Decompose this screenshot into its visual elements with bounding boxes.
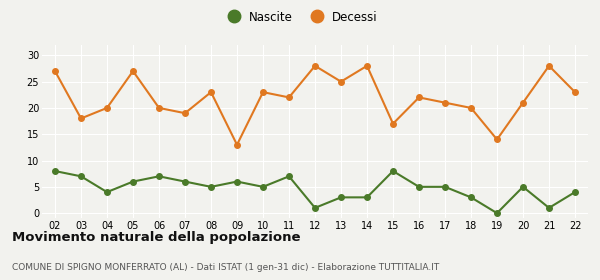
Nascite [571,190,578,194]
Decessi [233,143,241,146]
Nascite [77,175,85,178]
Decessi [208,90,215,94]
Decessi [389,122,397,125]
Nascite [208,185,215,188]
Decessi [155,106,163,109]
Nascite [415,185,422,188]
Nascite [181,180,188,183]
Decessi [520,101,527,104]
Decessi [259,90,266,94]
Decessi [442,101,449,104]
Nascite [130,180,137,183]
Decessi [467,106,475,109]
Decessi [493,138,500,141]
Nascite [233,180,241,183]
Nascite [52,169,59,173]
Decessi [571,90,578,94]
Nascite [467,196,475,199]
Decessi [364,64,371,67]
Nascite [103,190,110,194]
Decessi [181,111,188,115]
Line: Decessi: Decessi [52,63,578,148]
Nascite [311,206,319,209]
Nascite [493,211,500,215]
Decessi [415,96,422,99]
Decessi [52,69,59,73]
Nascite [545,206,553,209]
Nascite [259,185,266,188]
Decessi [286,96,293,99]
Nascite [337,196,344,199]
Decessi [103,106,110,109]
Nascite [286,175,293,178]
Decessi [337,80,344,83]
Nascite [155,175,163,178]
Decessi [130,69,137,73]
Decessi [311,64,319,67]
Nascite [364,196,371,199]
Text: COMUNE DI SPIGNO MONFERRATO (AL) - Dati ISTAT (1 gen-31 dic) - Elaborazione TUTT: COMUNE DI SPIGNO MONFERRATO (AL) - Dati … [12,263,439,272]
Decessi [545,64,553,67]
Nascite [442,185,449,188]
Line: Nascite: Nascite [52,168,578,216]
Decessi [77,117,85,120]
Nascite [520,185,527,188]
Nascite [389,169,397,173]
Text: Movimento naturale della popolazione: Movimento naturale della popolazione [12,231,301,244]
Legend: Nascite, Decessi: Nascite, Decessi [217,6,383,28]
